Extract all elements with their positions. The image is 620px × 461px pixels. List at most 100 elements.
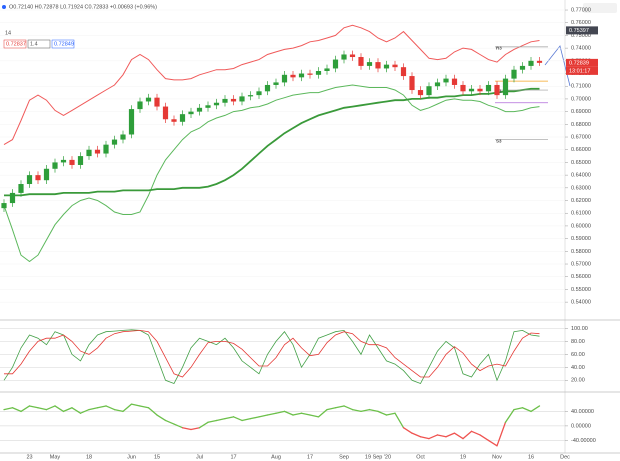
candle-body <box>528 60 534 66</box>
y-tick-label: 0.64000 <box>571 173 591 179</box>
candle-body <box>426 86 432 96</box>
candle-body <box>205 105 211 108</box>
oscillator-segment <box>3 407 14 411</box>
price-label-box <box>566 26 598 35</box>
candle-body <box>18 184 24 193</box>
y-tick-label: -40.00000 <box>571 438 596 444</box>
oscillator-segment <box>215 417 226 422</box>
y-tick-label: 40.00 <box>571 365 585 371</box>
candle-body <box>162 106 169 120</box>
y-tick-label: 0.56000 <box>571 274 591 280</box>
settings-button[interactable] <box>583 3 617 13</box>
oscillator-segment <box>377 410 388 416</box>
candle-body <box>239 96 245 102</box>
oscillator-segment <box>470 430 481 436</box>
oscillator-segment <box>147 407 158 416</box>
oscillator-segment <box>292 412 303 416</box>
oscillator-segment <box>513 407 524 411</box>
candle-body <box>26 175 33 185</box>
oscillator-segment <box>207 419 218 423</box>
oscillator-segment <box>20 405 31 413</box>
pivot-label: R3 <box>496 46 502 51</box>
candle-body <box>69 159 75 165</box>
candle-body <box>519 65 526 70</box>
indicator-value-box <box>3 39 27 49</box>
oscillator-segment <box>479 434 490 442</box>
y-tick-label: 0.58000 <box>571 249 591 255</box>
oscillator-segment <box>521 407 532 413</box>
oscillator-segment <box>283 410 294 416</box>
y-tick-label: 0.55000 <box>571 287 591 293</box>
candle-body <box>375 62 381 69</box>
y-tick-label: 0.65000 <box>571 160 591 166</box>
y-tick-label: 80.00 <box>571 339 585 345</box>
y-tick-label: 60.00 <box>571 352 585 358</box>
oscillator-segment <box>105 405 116 411</box>
oscillator-segment <box>173 423 184 429</box>
y-tick-label: 0.60000 <box>571 223 591 229</box>
candle-body <box>43 168 50 181</box>
candle-body <box>247 95 254 97</box>
y-tick-label: 0.77000 <box>571 7 591 13</box>
candle-body <box>477 88 483 92</box>
y-tick-label: 0.63000 <box>571 185 591 191</box>
ohlc-info: O0.72140 H0.72878 L0.71924 C0.72833 +0.0… <box>9 4 157 10</box>
oscillator-segment <box>385 412 396 416</box>
candle-body <box>128 109 135 135</box>
x-tick-label: Jun <box>127 454 136 460</box>
x-tick-label: 18 <box>86 454 92 460</box>
candle-body <box>52 162 58 169</box>
x-tick-label: 16 <box>528 454 534 460</box>
candle-body <box>494 84 500 96</box>
oscillator-segment <box>88 407 99 411</box>
oscillator-segment <box>258 414 269 418</box>
oscillator-segment <box>122 403 133 413</box>
candle-body <box>86 149 92 157</box>
candle-body <box>1 203 7 209</box>
candle-body <box>256 91 262 96</box>
oscillator-segment <box>266 412 277 416</box>
candle-body <box>290 74 296 78</box>
candle-body <box>145 97 152 102</box>
candle-body <box>264 84 271 92</box>
oscillator-segment <box>71 407 82 414</box>
y-tick-label: 0.00000 <box>571 423 591 429</box>
price-label: 0.75397 <box>569 28 589 34</box>
countdown: 13:01:17 <box>569 68 590 74</box>
oscillator-segment <box>453 432 464 440</box>
y-tick-label: 0.62000 <box>571 198 591 204</box>
candle-body <box>188 111 194 115</box>
y-tick-label: 20.00 <box>571 378 585 384</box>
series-line <box>3 24 540 146</box>
indicator-value-box <box>51 39 75 49</box>
oscillator-segment <box>79 408 90 414</box>
oscillator-segment <box>309 414 320 418</box>
x-tick-label: 23 <box>26 454 32 460</box>
y-tick-label: 0.76000 <box>571 20 591 26</box>
oscillator-segment <box>317 408 328 418</box>
x-tick-label: 19 Sep '20 <box>365 454 391 460</box>
candle-body <box>536 60 543 63</box>
candle-body <box>35 175 41 181</box>
oscillator-segment <box>96 405 107 409</box>
y-tick-label: 0.66000 <box>571 147 591 153</box>
candle-body <box>451 78 458 85</box>
oscillator-segment <box>224 416 235 420</box>
candle-body <box>103 144 109 154</box>
oscillator-segment <box>343 405 354 411</box>
candle-body <box>230 98 237 102</box>
candle-body <box>298 73 305 78</box>
candle-body <box>154 97 160 107</box>
series-line <box>3 329 540 384</box>
y-tick-label: 0.75000 <box>571 33 591 39</box>
y-tick-label: 0.59000 <box>571 236 591 242</box>
oscillator-segment <box>530 405 541 413</box>
y-tick-label: 40.00000 <box>571 409 594 415</box>
y-tick-label: 0.61000 <box>571 211 591 217</box>
candle-body <box>281 74 288 83</box>
oscillator-segment <box>241 417 252 422</box>
candle-body <box>511 69 517 79</box>
oscillator-segment <box>181 427 192 431</box>
candle-body <box>171 119 177 122</box>
oscillator-segment <box>428 434 439 440</box>
